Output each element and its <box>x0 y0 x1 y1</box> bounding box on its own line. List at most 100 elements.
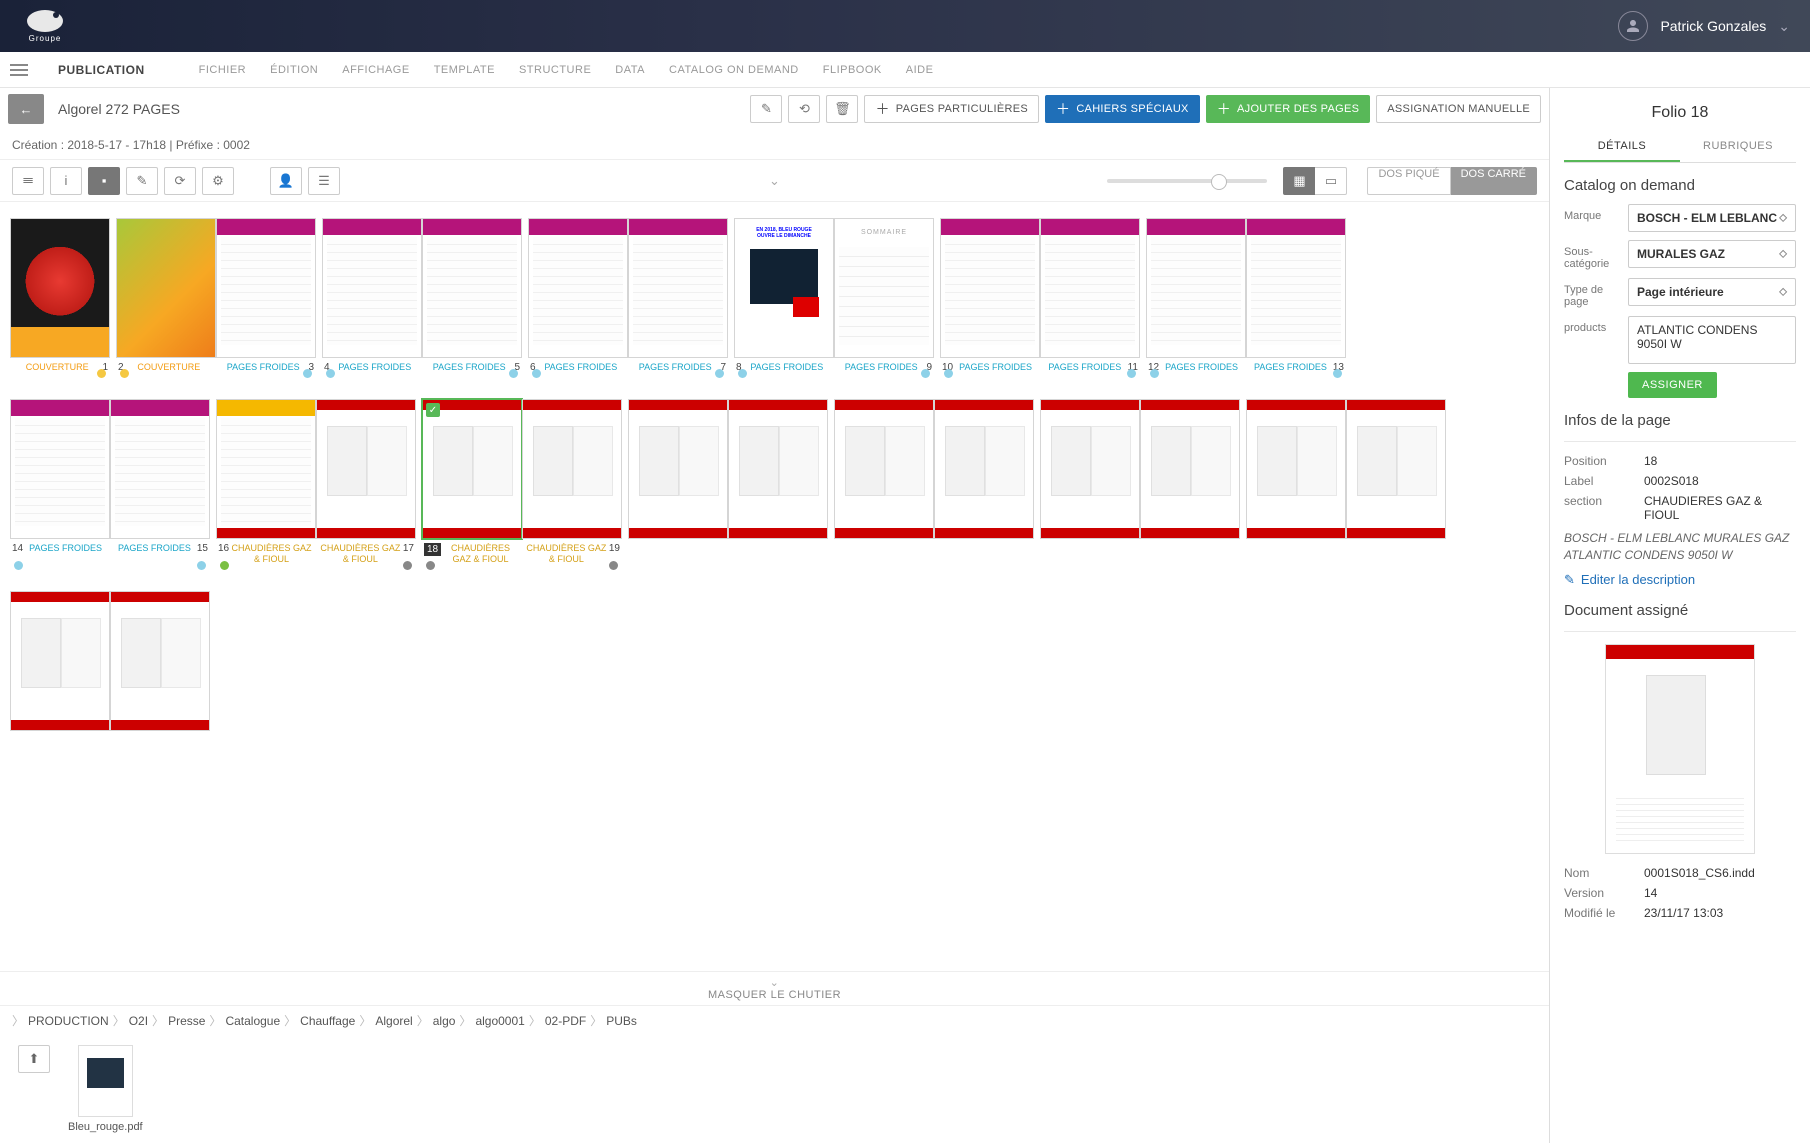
menu-affichage[interactable]: AFFICHAGE <box>342 64 409 76</box>
infos-heading: Infos de la page <box>1564 412 1796 429</box>
back-button[interactable]: ← <box>8 94 44 124</box>
cod-heading: Catalog on demand <box>1564 177 1796 194</box>
edit-icon[interactable]: ✎ <box>750 95 782 123</box>
page-thumb[interactable] <box>1346 399 1446 539</box>
page-thumb-selected[interactable] <box>422 399 522 539</box>
cahiers-speciaux-button[interactable]: ＋CAHIERS SPÉCIAUX <box>1045 95 1200 123</box>
tool-list-icon[interactable]: ☰ <box>308 167 340 195</box>
type-page-label: Type de page <box>1564 278 1620 308</box>
assignation-manuelle-button[interactable]: ASSIGNATION MANUELLE <box>1376 95 1541 123</box>
tool-pencil-icon[interactable]: ✎ <box>126 167 158 195</box>
dos-pique-button[interactable]: DOS PIQUÉ <box>1367 167 1450 195</box>
breadcrumb-item[interactable]: Algorel <box>375 1014 412 1028</box>
page-thumb[interactable] <box>216 218 316 358</box>
collapse-chevron-icon[interactable]: ⌄ <box>769 173 780 189</box>
edit-description-link[interactable]: ✎ Editer la description <box>1564 572 1796 588</box>
breadcrumb-item[interactable]: algo <box>433 1014 456 1028</box>
view-spread-icon[interactable]: ▭ <box>1315 167 1347 195</box>
pages-particulieres-button[interactable]: ＋PAGES PARTICULIÈRES <box>864 95 1039 123</box>
tool-settings-icon[interactable]: ⚙ <box>202 167 234 195</box>
products-textarea[interactable]: ATLANTIC CONDENS 9050I W <box>1628 316 1796 364</box>
upload-button[interactable]: ⬆ <box>18 1045 50 1073</box>
page-thumb[interactable] <box>116 218 216 358</box>
page-thumb[interactable] <box>628 218 728 358</box>
dos-carre-button[interactable]: DOS CARRÉ <box>1451 167 1537 195</box>
menu-data[interactable]: DATA <box>615 64 645 76</box>
page-thumb[interactable] <box>522 399 622 539</box>
breadcrumb-item[interactable]: 02-PDF <box>545 1014 586 1028</box>
page-thumb[interactable] <box>934 399 1034 539</box>
chutier-body: ⬆ Bleu_rouge.pdf <box>0 1035 1549 1143</box>
tool-info-icon[interactable]: i <box>50 167 82 195</box>
document-meta: Création : 2018-5-17 - 17h18 | Préfixe :… <box>0 130 1549 160</box>
user-menu[interactable]: Patrick Gonzales ⌄ <box>1618 11 1790 41</box>
breadcrumb-item[interactable]: PRODUCTION <box>28 1014 109 1028</box>
hamburger-icon[interactable] <box>10 64 28 76</box>
title-toolbar: ← Algorel 272 PAGES ✎ ⟲ 🗑 ＋PAGES PARTICU… <box>0 88 1549 130</box>
menu-flipbook[interactable]: FLIPBOOK <box>823 64 882 76</box>
page-thumb[interactable] <box>1246 399 1346 539</box>
tool-columns-icon[interactable]: 𝍢 <box>12 167 44 195</box>
ajouter-pages-button[interactable]: ＋AJOUTER DES PAGES <box>1206 95 1371 123</box>
breadcrumb-item[interactable]: O2I <box>129 1014 148 1028</box>
marque-label: Marque <box>1564 204 1620 222</box>
marque-select[interactable]: BOSCH - ELM LEBLANC◇ <box>1628 204 1796 232</box>
refresh-icon[interactable]: ⟲ <box>788 95 820 123</box>
page-description: BOSCH - ELM LEBLANC MURALES GAZ ATLANTIC… <box>1564 530 1796 564</box>
chutier-toggle[interactable]: ⌄ MASQUER LE CHUTIER <box>0 971 1549 1005</box>
breadcrumb-item[interactable]: PUBs <box>606 1014 637 1028</box>
page-thumb[interactable] <box>1246 218 1346 358</box>
page-thumb[interactable] <box>322 218 422 358</box>
tool-note-icon[interactable]: ▪ <box>88 167 120 195</box>
breadcrumb-item[interactable]: Chauffage <box>300 1014 355 1028</box>
file-item[interactable]: Bleu_rouge.pdf <box>68 1045 143 1133</box>
assigned-doc-thumb[interactable] <box>1605 644 1755 854</box>
page-thumb[interactable] <box>110 591 210 731</box>
page-thumb[interactable] <box>1140 399 1240 539</box>
page-thumb[interactable] <box>10 591 110 731</box>
view-grid-icon[interactable]: ▦ <box>1283 167 1315 195</box>
menu-edition[interactable]: ÉDITION <box>270 64 318 76</box>
folio-title: Folio 18 <box>1564 98 1796 132</box>
page-thumb[interactable] <box>10 218 110 358</box>
page-thumb[interactable] <box>216 399 316 539</box>
view-toolbar: 𝍢 i ▪ ✎ ⟳ ⚙ 👤 ☰ ⌄ ▦ ▭ DOS PIQUÉ DOS CARR… <box>0 160 1549 202</box>
breadcrumb-item[interactable]: Catalogue <box>225 1014 280 1028</box>
type-page-select[interactable]: Page intérieure◇ <box>1628 278 1796 306</box>
sous-categorie-select[interactable]: MURALES GAZ◇ <box>1628 240 1796 268</box>
page-thumb[interactable] <box>1040 399 1140 539</box>
page-thumb[interactable] <box>528 218 628 358</box>
app-header: Groupe Patrick Gonzales ⌄ <box>0 0 1810 52</box>
page-thumb[interactable] <box>110 399 210 539</box>
page-thumb[interactable] <box>834 399 934 539</box>
page-thumb[interactable] <box>1146 218 1246 358</box>
chevron-down-icon: ⌄ <box>1778 18 1790 35</box>
assigner-button[interactable]: ASSIGNER <box>1628 372 1717 398</box>
page-thumb[interactable] <box>10 399 110 539</box>
menu-aide[interactable]: AIDE <box>906 64 934 76</box>
zoom-slider[interactable] <box>1107 179 1267 183</box>
tab-rubriques[interactable]: RUBRIQUES <box>1680 132 1796 162</box>
breadcrumb-item[interactable]: Presse <box>168 1014 205 1028</box>
page-thumb[interactable] <box>628 399 728 539</box>
page-thumb[interactable] <box>316 399 416 539</box>
tab-details[interactable]: DÉTAILS <box>1564 132 1680 162</box>
doc-assigne-heading: Document assigné <box>1564 602 1796 619</box>
breadcrumb: 〉PRODUCTION 〉O2I 〉Presse 〉Catalogue 〉Cha… <box>0 1005 1549 1035</box>
breadcrumb-item[interactable]: algo0001 <box>475 1014 524 1028</box>
page-thumb[interactable] <box>1040 218 1140 358</box>
menu-structure[interactable]: STRUCTURE <box>519 64 591 76</box>
page-thumb[interactable]: EN 2018, BLEU ROUGEOUVRE LE DIMANCHE <box>734 218 834 358</box>
page-thumb[interactable] <box>728 399 828 539</box>
page-thumb[interactable] <box>422 218 522 358</box>
page-thumb[interactable] <box>940 218 1040 358</box>
menu-fichier[interactable]: FICHIER <box>199 64 247 76</box>
tool-sync-icon[interactable]: ⟳ <box>164 167 196 195</box>
page-thumb[interactable] <box>834 218 934 358</box>
menubar-heading: PUBLICATION <box>58 63 145 77</box>
brand-logo: Groupe <box>20 6 70 46</box>
menu-template[interactable]: TEMPLATE <box>434 64 495 76</box>
tool-adduser-icon[interactable]: 👤 <box>270 167 302 195</box>
trash-icon[interactable]: 🗑 <box>826 95 858 123</box>
menu-cod[interactable]: CATALOG ON DEMAND <box>669 64 799 76</box>
